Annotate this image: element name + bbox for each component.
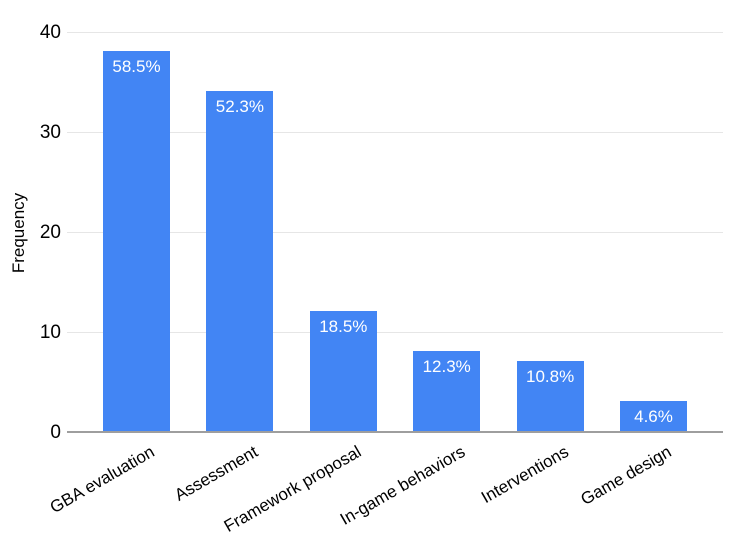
x-tick-label-assessment: Assessment <box>171 442 262 505</box>
bar-interventions: 10.8% <box>516 361 584 431</box>
bar-value-label: 12.3% <box>422 357 471 376</box>
plot-area: 58.5% 52.3% 18.5% 12.3% 10.8% 4.6% <box>67 32 723 433</box>
y-tick-label-10: 10 <box>39 322 61 343</box>
gridline-y-20 <box>67 232 723 233</box>
bar-value-label: 10.8% <box>525 367 575 386</box>
gridline-y-10 <box>67 332 723 333</box>
bar-value-label: 4.6% <box>634 407 673 426</box>
bar-value-label: 18.5% <box>319 317 368 336</box>
x-tick-label-interventions: Interventions <box>477 442 572 508</box>
x-tick-label-gba-evaluation: GBA evaluation <box>46 442 158 518</box>
bar-assessment: 52.3% <box>206 91 274 431</box>
gridline-y-30 <box>67 132 723 133</box>
y-tick-label-40: 40 <box>39 22 61 43</box>
bar-value-label: 52.3% <box>215 97 264 116</box>
x-axis-baseline <box>67 431 723 433</box>
bar-value-label: 58.5% <box>112 57 161 76</box>
bar-in-game-behaviors: 12.3% <box>413 351 481 431</box>
x-tick-label-game-design: Game design <box>577 442 675 510</box>
y-tick-label-30: 30 <box>39 122 61 143</box>
y-tick-label-0: 0 <box>50 422 61 443</box>
bar-framework-proposal: 18.5% <box>309 311 377 431</box>
bar-gba-evaluation: 58.5% <box>103 51 170 431</box>
y-tick-label-20: 20 <box>39 222 61 243</box>
bar-game-design: 4.6% <box>620 401 687 431</box>
gridline-y-40 <box>67 32 723 33</box>
